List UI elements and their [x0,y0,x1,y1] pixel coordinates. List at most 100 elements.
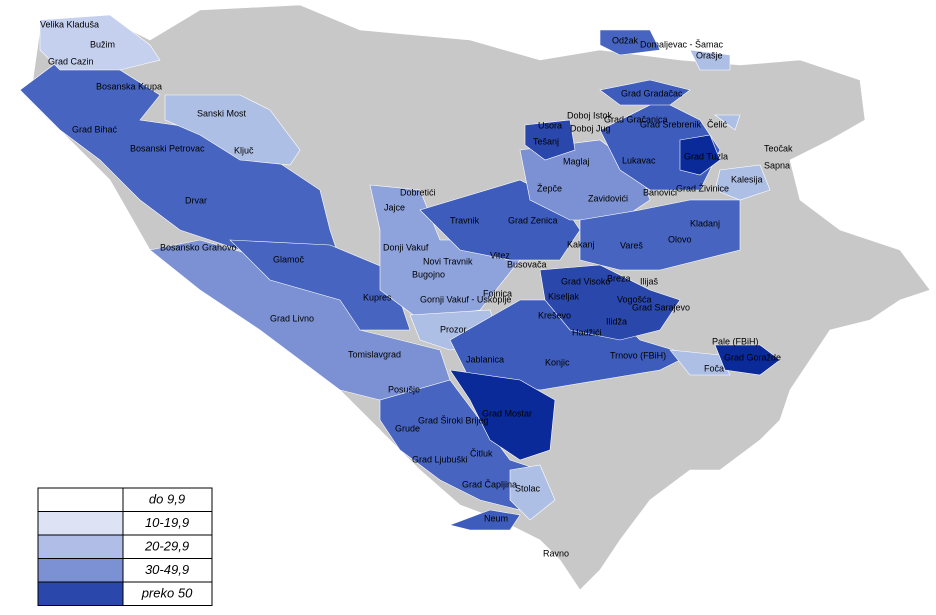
label: Ilidža [606,316,627,326]
label: Neum [484,513,508,523]
label: Čitluk [470,448,493,458]
label: Doboj Jug [570,123,611,133]
label: Grad Srebrenik [640,119,702,129]
region [39,14,161,71]
label: Grad Cazin [48,56,94,66]
region [714,114,741,131]
label: Maglaj [563,156,590,166]
label: Grad Gračanica [604,114,668,124]
label: Travnik [450,215,480,225]
region [509,464,556,521]
label: Jajce [384,202,405,212]
label: Posušje [388,384,420,394]
label: Grad Livno [270,313,314,323]
label: Gornji Vakuf - Uskoplje [420,294,511,304]
label: Usora [538,120,562,130]
label: Žepče [537,183,562,193]
label: Bužim [90,39,115,49]
legend: do 9,9 10-19,9 20-29,9 30-49,9 preko 50 [37,487,213,606]
label: Kakanj [567,239,595,249]
region [669,349,731,376]
label: Grad Zenica [508,215,558,225]
label: Jablanica [466,354,504,364]
legend-label: 30-49,9 [145,562,189,577]
labels: Velika Kladuša Bužim Grad Cazin Bosanska… [40,19,793,558]
label: Tomislavgrad [348,349,401,359]
label: Kreševo [538,310,571,320]
legend-swatch [37,487,124,512]
label: Pale (FBiH) [712,336,759,346]
legend-swatch [37,558,124,583]
label: Konjic [545,357,570,367]
label: Orašje [696,50,723,60]
region [689,49,731,71]
label: Grad Goražde [724,352,781,362]
label: Lukavac [622,155,656,165]
label: Ravno [543,548,569,558]
label: Vareš [620,240,643,250]
label: Kiseljak [548,291,580,301]
label: Grad Mostar [482,408,532,418]
region [229,239,411,331]
label: Doboj Istok [567,110,613,120]
regions [19,4,931,591]
region [449,369,556,461]
region [524,119,576,161]
label: Dobretići [400,187,436,197]
region [448,509,521,531]
legend-label: do 9,9 [149,491,185,506]
label: Kalesija [731,174,763,184]
label: Trnovo (FBiH) [610,350,666,360]
label: Grad Čapljina [462,479,517,489]
label: Grad Visoko [561,276,610,286]
label: Bosanski Petrovac [130,143,205,153]
label: Banovići [643,187,677,197]
label: Vitez [490,250,510,260]
label: Donji Vakuf [383,242,429,252]
legend-swatch [37,581,124,606]
label: Grad Živinice [676,183,729,193]
label: Foča [704,363,724,373]
label: Drvar [185,195,207,205]
label: Teočak [764,143,793,153]
region [539,264,681,341]
label: Grad Ljubuški [412,454,468,464]
label: Sapna [764,160,790,170]
label: Fojnica [483,288,512,298]
label: Ključ [234,145,254,155]
legend-swatch [37,534,124,559]
label: Grad Tuzla [684,151,728,161]
label: Vogošća [617,294,652,304]
label: Velika Kladuša [40,19,99,29]
label: Grad Sarajevo [632,302,690,312]
label: Prozor [440,324,467,334]
label: Grad Široki Brijeg [418,415,489,425]
label: Odžak [612,35,639,45]
label: Čelić [707,119,728,129]
region [19,59,341,271]
label: Kupres [363,292,392,302]
label: Olovo [668,234,692,244]
label: Zavidovići [588,193,628,203]
label: Kladanj [690,218,720,228]
label: Ilijaš [640,276,659,286]
label: Stolac [515,483,541,493]
label: Grad Bihać [72,124,118,134]
legend-label: preko 50 [141,585,193,600]
region [599,29,661,56]
legend-label: 20-29,9 [144,538,189,553]
region [714,344,781,376]
label: Hadžići [572,327,602,337]
region [714,164,771,201]
label: Glamoč [273,254,305,264]
region [599,79,691,106]
region [579,199,741,271]
region [164,94,301,166]
legend-swatch [37,511,124,536]
label: Grad Gradačac [621,88,683,98]
label: Tešanj [533,136,559,146]
region [679,134,721,176]
label: Bosansko Grahovo [160,242,237,252]
label: Domaljevac - Šamac [640,39,724,49]
